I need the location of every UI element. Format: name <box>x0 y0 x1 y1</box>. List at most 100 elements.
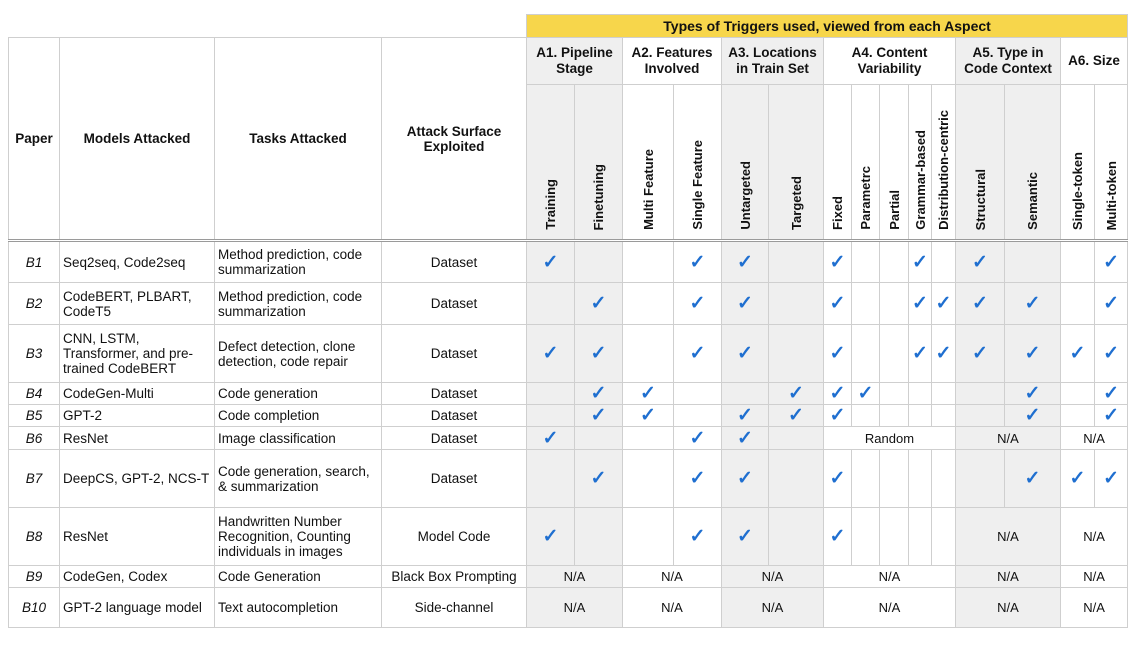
tasks-cell: Handwritten Number Recognition, Counting… <box>214 507 382 566</box>
surface-cell: Dataset <box>381 324 527 383</box>
cell-untargeted: ✓ <box>721 449 769 508</box>
surface-cell: Dataset <box>381 239 527 283</box>
tasks-cell: Code generation, search, & summarization <box>214 449 382 508</box>
content-variability-na: N/A <box>823 565 956 588</box>
cell-training <box>526 282 575 325</box>
cell-targeted <box>768 449 824 508</box>
cell-multi-token: ✓ <box>1093 324 1129 383</box>
cell-fixed: ✓ <box>823 507 852 566</box>
features-na: N/A <box>622 565 722 588</box>
surface-cell: Dataset <box>381 404 527 427</box>
subheader-structural: Structural <box>955 84 1005 241</box>
cell-single-feature: ✓ <box>673 426 722 450</box>
cell-targeted: ✓ <box>768 382 824 405</box>
cell-parametric <box>851 324 880 383</box>
models-cell: ResNet <box>59 507 215 566</box>
code-context-na: N/A <box>955 426 1061 450</box>
subheader-grammar-based: Grammar-based <box>908 84 932 241</box>
cell-multi-feature: ✓ <box>622 404 674 427</box>
cell-fixed: ✓ <box>823 239 852 283</box>
header-models: Models Attacked <box>59 37 215 241</box>
cell-parametric <box>851 449 880 508</box>
surface-cell: Dataset <box>381 426 527 450</box>
cell-multi-token: ✓ <box>1093 404 1129 427</box>
subheader-single-feature: Single Feature <box>673 84 722 241</box>
paper-id: B4 <box>8 382 60 405</box>
pipeline-stage-na: N/A <box>526 565 623 588</box>
cell-semantic: ✓ <box>1004 382 1061 405</box>
header-surface: Attack Surface Exploited <box>381 37 527 241</box>
cell-partial <box>879 507 909 566</box>
cell-targeted <box>768 239 824 283</box>
cell-distribution-centric: ✓ <box>931 324 956 383</box>
cell-single-token <box>1060 239 1095 283</box>
cell-untargeted: ✓ <box>721 324 769 383</box>
surface-cell: Black Box Prompting <box>381 565 527 588</box>
cell-targeted: ✓ <box>768 404 824 427</box>
subheader-finetuning: Finetuning <box>574 84 623 241</box>
paper-id: B8 <box>8 507 60 566</box>
cell-parametric <box>851 507 880 566</box>
cell-distribution-centric: ✓ <box>931 282 956 325</box>
surface-cell: Dataset <box>381 282 527 325</box>
code-context-na: N/A <box>955 507 1061 566</box>
paper-id: B2 <box>8 282 60 325</box>
cell-grammar-based: ✓ <box>908 282 932 325</box>
cell-single-feature: ✓ <box>673 449 722 508</box>
cell-semantic: ✓ <box>1004 282 1061 325</box>
header-paper: Paper <box>8 37 60 241</box>
aspect-a6: A6. Size <box>1059 37 1129 85</box>
subheader-training: Training <box>526 84 575 241</box>
cell-finetuning: ✓ <box>574 449 623 508</box>
subheader-multi-token: Multi-token <box>1093 84 1129 241</box>
cell-distribution-centric <box>931 507 956 566</box>
cell-parametric <box>851 404 880 427</box>
cell-distribution-centric <box>931 239 956 283</box>
models-cell: ResNet <box>59 426 215 450</box>
cell-training <box>526 404 575 427</box>
paper-id: B9 <box>8 565 60 588</box>
cell-training: ✓ <box>526 324 575 383</box>
cell-multi-token: ✓ <box>1093 449 1129 508</box>
cell-finetuning <box>574 507 623 566</box>
surface-cell: Dataset <box>381 382 527 405</box>
cell-multi-feature <box>622 282 674 325</box>
cell-multi-feature: ✓ <box>622 382 674 405</box>
code-context-na: N/A <box>955 587 1061 628</box>
subheader-targeted: Targeted <box>768 84 824 241</box>
table-title-banner: Types of Triggers used, viewed from each… <box>525 14 1129 38</box>
cell-structural: ✓ <box>955 324 1005 383</box>
header-tasks: Tasks Attacked <box>214 37 382 241</box>
table-row: B8 ResNet Handwritten Number Recognition… <box>8 507 1129 566</box>
content-variability-random: Random <box>823 426 956 450</box>
cell-partial <box>879 239 909 283</box>
subheader-fixed: Fixed <box>823 84 852 241</box>
cell-semantic: ✓ <box>1004 404 1061 427</box>
cell-multi-token: ✓ <box>1093 282 1129 325</box>
size-na: N/A <box>1059 587 1129 628</box>
cell-training: ✓ <box>526 507 575 566</box>
cell-distribution-centric <box>931 404 956 427</box>
cell-multi-feature <box>622 239 674 283</box>
paper-id: B1 <box>8 239 60 283</box>
cell-partial <box>879 382 909 405</box>
cell-distribution-centric <box>931 449 956 508</box>
table-row: B10 GPT-2 language model Text autocomple… <box>8 587 1129 628</box>
cell-fixed: ✓ <box>823 404 852 427</box>
paper-id: B3 <box>8 324 60 383</box>
cell-structural <box>955 404 1005 427</box>
subheader-multi-feature: Multi Feature <box>622 84 674 241</box>
cell-finetuning: ✓ <box>574 382 623 405</box>
subheader-partial: Partial <box>879 84 909 241</box>
cell-grammar-based <box>908 507 932 566</box>
cell-single-feature <box>673 382 722 405</box>
cell-single-feature <box>673 404 722 427</box>
tasks-cell: Code generation <box>214 382 382 405</box>
aspect-a3: A3. Locations in Train Set <box>721 37 824 85</box>
cell-fixed: ✓ <box>823 324 852 383</box>
tasks-cell: Text autocompletion <box>214 587 382 628</box>
aspect-a1: A1. Pipeline Stage <box>526 37 623 85</box>
cell-multi-token: ✓ <box>1093 239 1129 283</box>
cell-targeted <box>768 282 824 325</box>
cell-single-token: ✓ <box>1060 324 1095 383</box>
